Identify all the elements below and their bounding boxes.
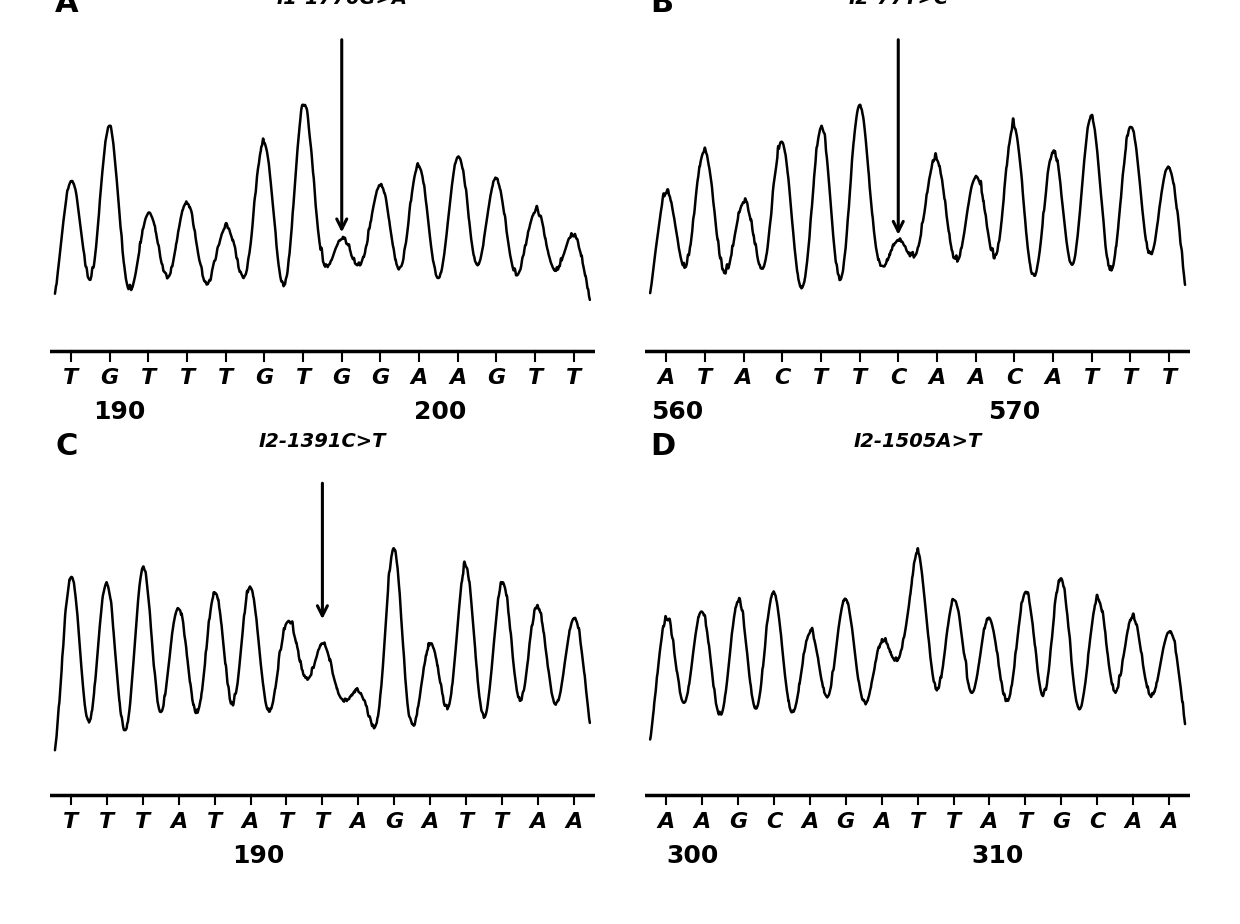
Text: T: T [910,812,925,832]
Text: C: C [766,812,782,832]
Text: T: T [218,369,233,388]
Text: G: G [255,369,274,388]
Text: T: T [1084,369,1099,388]
Text: A: A [873,812,890,832]
Text: G: G [487,369,506,388]
Text: T: T [63,369,78,388]
Text: T: T [279,812,294,832]
Text: A: A [170,812,187,832]
Text: T: T [135,812,150,832]
Text: G: G [837,812,854,832]
Text: A: A [657,812,675,832]
Text: C: C [1089,812,1105,832]
Text: A: A [565,812,583,832]
Text: A: A [55,0,78,18]
Text: A: A [801,812,818,832]
Text: A: A [1161,812,1178,832]
Text: 560: 560 [651,400,703,424]
Text: 190: 190 [93,400,145,424]
Text: G: G [386,812,403,832]
Text: C: C [890,369,906,388]
Text: T: T [1018,812,1033,832]
Text: T: T [295,369,311,388]
Text: A: A [350,812,367,832]
Text: T: T [207,812,222,832]
Text: T: T [459,812,474,832]
Text: A: A [529,812,547,832]
Text: D: D [650,432,676,461]
Text: A: A [1044,369,1061,388]
Text: G: G [332,369,351,388]
Text: 190: 190 [232,844,284,868]
Text: B: B [650,0,673,18]
Text: G: G [100,369,119,388]
Text: C: C [1006,369,1023,388]
Text: I1-1776G>A: I1-1776G>A [277,0,407,8]
Text: T: T [180,369,195,388]
Text: T: T [141,369,156,388]
Text: T: T [495,812,510,832]
Text: A: A [967,369,985,388]
Text: T: T [697,369,713,388]
Text: T: T [813,369,828,388]
Text: 200: 200 [414,400,466,424]
Text: T: T [99,812,114,832]
Text: I2-77T>C: I2-77T>C [848,0,949,8]
Text: 570: 570 [988,400,1040,424]
Text: 300: 300 [667,844,719,868]
Text: T: T [315,812,330,832]
Text: G: G [1052,812,1070,832]
Text: 310: 310 [972,844,1024,868]
Text: A: A [981,812,998,832]
Text: A: A [410,369,428,388]
Text: A: A [449,369,466,388]
Text: A: A [735,369,753,388]
Text: A: A [657,369,675,388]
Text: A: A [693,812,711,832]
Text: C: C [55,432,77,461]
Text: T: T [1122,369,1138,388]
Text: T: T [527,369,543,388]
Text: I2-1505A>T: I2-1505A>T [853,432,982,452]
Text: C: C [774,369,790,388]
Text: A: A [929,369,946,388]
Text: I2-1391C>T: I2-1391C>T [259,432,386,452]
Text: A: A [422,812,439,832]
Text: T: T [946,812,961,832]
Text: T: T [567,369,582,388]
Text: T: T [1162,369,1177,388]
Text: T: T [852,369,867,388]
Text: G: G [371,369,389,388]
Text: T: T [63,812,78,832]
Text: G: G [729,812,748,832]
Text: A: A [242,812,259,832]
Text: A: A [1125,812,1142,832]
